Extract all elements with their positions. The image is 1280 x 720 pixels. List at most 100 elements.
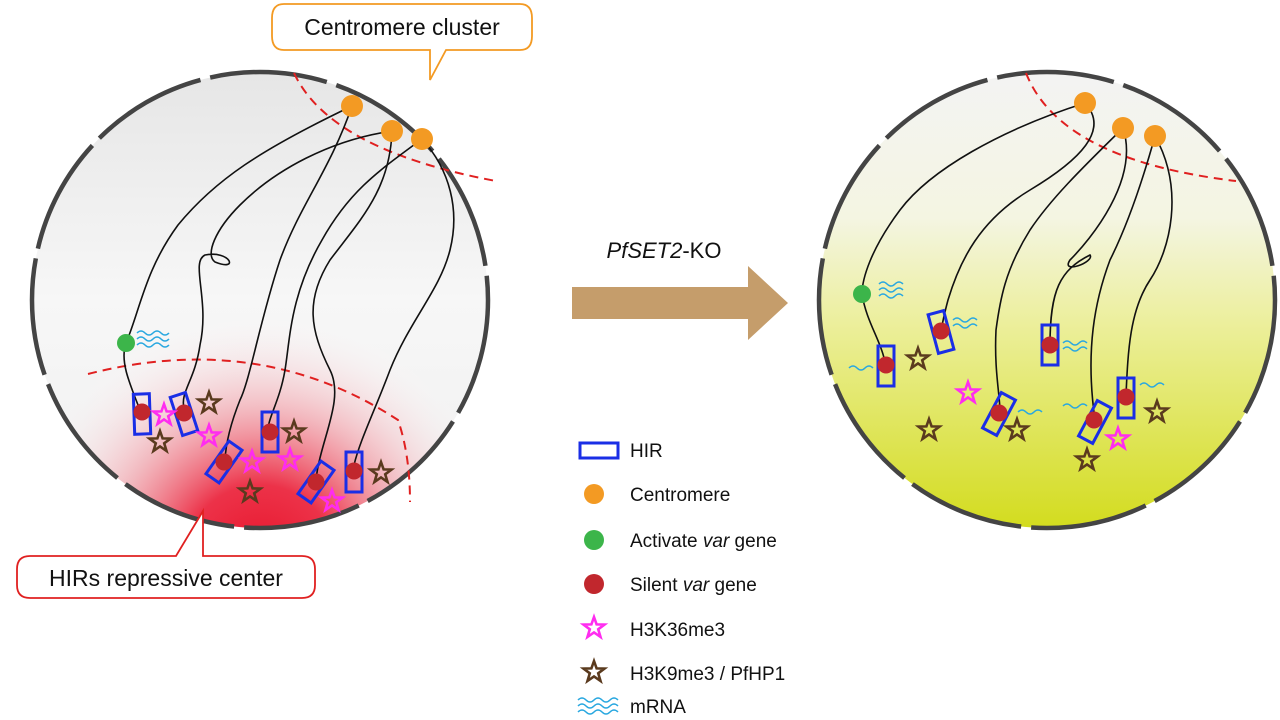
hir-legend-icon (578, 441, 620, 460)
chromosome-strand (312, 130, 393, 481)
centromere (411, 128, 433, 150)
h3k36me3-star (237, 447, 267, 475)
chromosome-strand (125, 105, 353, 344)
legend-item-h3k36me3: H3K36me3 (579, 613, 725, 641)
centromere (381, 120, 403, 142)
h3k36me3-legend-icon (579, 613, 609, 641)
h3k9me3-group (903, 344, 1172, 473)
hir-group (876, 308, 1136, 446)
ko-arrow: PfSET2-KO (572, 238, 788, 340)
h3k9me3-star (1002, 415, 1032, 443)
h3k9me3-legend-icon (579, 657, 609, 685)
chromosome-strand (1049, 127, 1128, 346)
legend-item-hir: HIR (578, 441, 663, 462)
centromere-group (341, 95, 433, 150)
mrna-legend-icon (577, 697, 619, 715)
legend-item-silent-gene: Silent var gene (584, 574, 757, 596)
h3k36me3-group (953, 378, 1133, 452)
h3k9me3-star (145, 427, 175, 455)
mrna (848, 365, 874, 371)
pfset2-ko-nucleus (816, 69, 1278, 531)
silent-gene-legend-icon (584, 574, 604, 594)
centromere-cluster-boundary (1025, 72, 1237, 182)
h3k36me3-star (275, 445, 305, 473)
silent-var-gene (261, 423, 279, 441)
silent-var-gene (1085, 411, 1103, 429)
active-var-gene (853, 285, 871, 303)
h3k9me3-star (903, 344, 933, 372)
mrna (1017, 409, 1043, 415)
active-var-gene (117, 334, 135, 352)
chromosome-strand (1090, 135, 1156, 421)
mrna (136, 330, 170, 348)
mrna (1139, 382, 1165, 388)
mrna (1062, 340, 1088, 352)
silent-var-gene (1117, 388, 1135, 406)
h3k36me3-star (194, 421, 224, 449)
repressive-center-callout: HIRs repressive center (16, 507, 316, 599)
legend-label-mrna: mRNA (630, 697, 686, 718)
centromere-legend-icon (584, 484, 604, 504)
nuclear-envelope (816, 69, 1278, 531)
centromere (341, 95, 363, 117)
legend-label-active-gene: Activate var gene (630, 531, 777, 552)
legend: HIR Centromere Activate var gene Silent … (577, 441, 785, 718)
h3k9me3-star (279, 417, 309, 445)
chromosome-strand (861, 102, 1086, 295)
legend-label-hir: HIR (630, 441, 663, 462)
chromosome-strand (182, 130, 393, 409)
silent-var-gene (877, 356, 895, 374)
silent-var-gene (990, 404, 1008, 422)
legend-label-h3k9me3: H3K9me3 / PfHP1 (630, 664, 785, 685)
legend-item-active-gene: Activate var gene (584, 530, 777, 552)
legend-label-h3k36me3: H3K36me3 (630, 620, 725, 641)
silent-var-gene (307, 473, 325, 491)
ko-arrow-label: PfSET2-KO (607, 238, 722, 263)
legend-label-silent-gene: Silent var gene (630, 575, 757, 596)
centromere-group (1074, 92, 1166, 147)
centromere (1074, 92, 1096, 114)
silent-var-gene (1041, 336, 1059, 354)
h3k36me3-star (953, 378, 983, 406)
chromosome-strand (1125, 135, 1173, 396)
chromosome-strands (123, 105, 455, 481)
ko-arrow-shape (572, 266, 788, 340)
h3k9me3-star (235, 477, 265, 505)
h3k36me3-group (149, 400, 347, 514)
mrna (952, 317, 978, 329)
centromere (1144, 125, 1166, 147)
wild-type-nucleus (29, 69, 497, 531)
hir-group (131, 390, 364, 506)
h3k9me3-star (194, 388, 224, 416)
mrna-group (848, 281, 1165, 415)
repressive-center-shading (32, 300, 488, 528)
silent-var-gene (175, 404, 193, 422)
silent-var-gene (932, 322, 950, 340)
repressive-center-boundary (87, 358, 411, 503)
mrna (878, 281, 904, 299)
legend-item-mrna: mRNA (577, 697, 686, 718)
h3k9me3-star (366, 458, 396, 486)
h3k9me3-star (914, 415, 944, 443)
silent-var-gene (345, 462, 363, 480)
h3k9me3-group (145, 388, 396, 505)
mrna (1062, 403, 1088, 409)
chromosome-strand (224, 105, 353, 461)
nuclear-envelope (29, 69, 491, 531)
h3k36me3-star (149, 400, 179, 428)
h3k36me3-star (1103, 424, 1133, 452)
centromere-cluster-boundary (293, 72, 497, 182)
centromere (1112, 117, 1134, 139)
silent-var-gene (215, 453, 233, 471)
chromosome-strands (861, 102, 1173, 421)
chromosome-strand (267, 138, 423, 431)
legend-item-h3k9me3: H3K9me3 / PfHP1 (579, 657, 785, 685)
centromere-cluster-callout: Centromere cluster (271, 3, 533, 81)
legend-label-centromere: Centromere (630, 485, 730, 506)
h3k36me3-star (317, 486, 347, 514)
silent-var-gene (133, 403, 151, 421)
centromere-cluster-label: Centromere cluster (304, 14, 500, 40)
chromosome-strand (353, 138, 455, 466)
chromosome-strand (994, 127, 1124, 413)
